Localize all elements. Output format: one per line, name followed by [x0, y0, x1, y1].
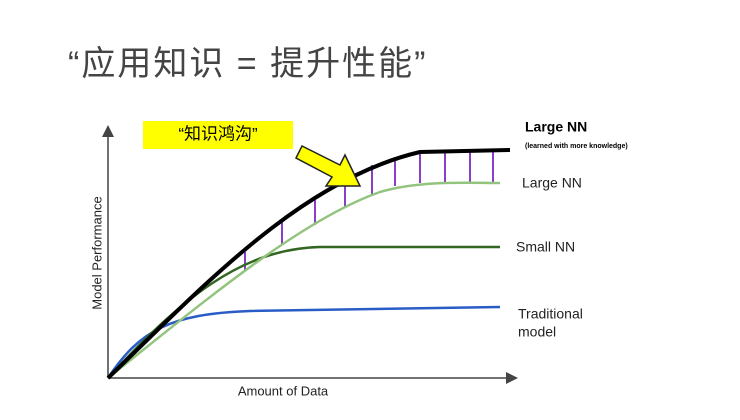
annotation-box: [143, 121, 293, 149]
annotation: “知识鸿沟”: [178, 124, 258, 143]
large-nn-curve: [107, 181, 501, 379]
slide-title: “应用知识 = 提升性能”: [68, 45, 427, 83]
curve-label: Large NN: [522, 175, 582, 191]
curve-note: (learned with more knowledge): [525, 143, 628, 150]
curve-label: Small NN: [516, 239, 575, 255]
curve-label: Traditional: [518, 306, 583, 322]
x-axis-label: Amount of Data: [238, 383, 329, 398]
small-nn-curve: [107, 245, 500, 379]
curve-label: Large NN: [525, 119, 587, 135]
arrow: [295, 144, 362, 187]
curve-label: model: [518, 324, 556, 340]
traditional-curve: [106, 305, 501, 379]
large-nn-knowledge-curve: [106, 148, 511, 380]
y-axis-label: Model Performance: [89, 196, 104, 309]
